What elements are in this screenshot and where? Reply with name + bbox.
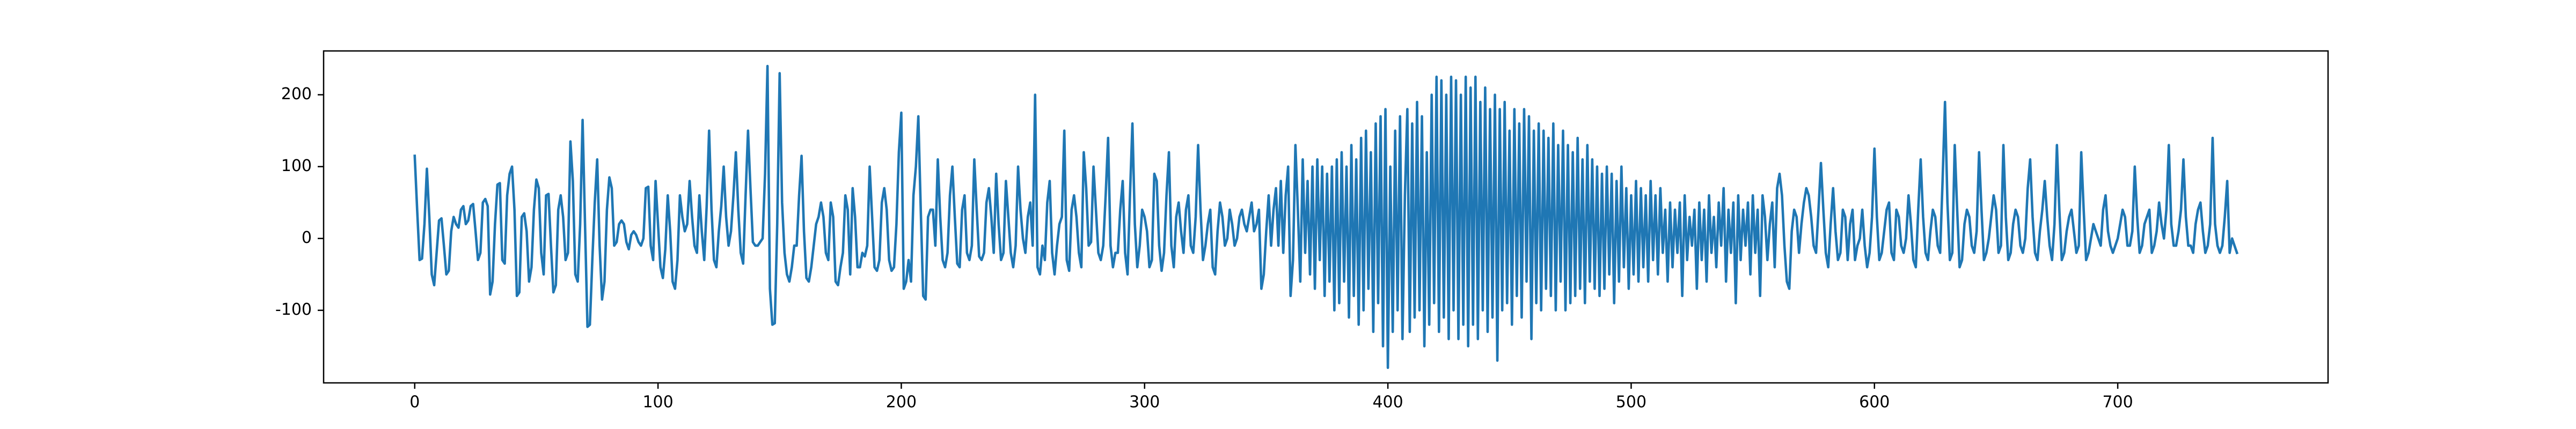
axes-frame bbox=[323, 50, 2329, 384]
x-tick-label: 600 bbox=[1859, 393, 1890, 412]
y-tick-label: -100 bbox=[275, 300, 312, 319]
data-line bbox=[413, 64, 2239, 369]
x-tick-label: 200 bbox=[886, 393, 917, 412]
x-tick-label: 0 bbox=[409, 393, 420, 412]
y-tick-label: 200 bbox=[281, 85, 312, 103]
x-tick-label: 400 bbox=[1372, 393, 1403, 412]
x-tick-label: 300 bbox=[1129, 393, 1160, 412]
x-tick-label: 500 bbox=[1616, 393, 1646, 412]
y-tick-label: 100 bbox=[281, 157, 312, 175]
x-tick-label: 100 bbox=[642, 393, 673, 412]
y-tick-label: 0 bbox=[302, 228, 312, 247]
x-tick-label: 700 bbox=[2102, 393, 2133, 412]
